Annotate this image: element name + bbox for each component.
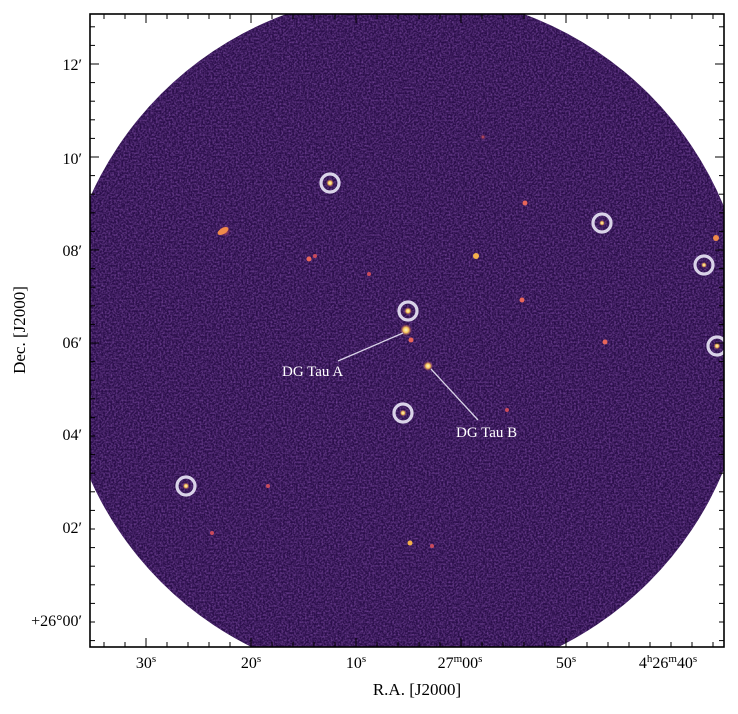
axes-frame [89, 13, 725, 648]
dg-tau-a-leader [337, 332, 404, 362]
x-tick-label: 20s [241, 653, 261, 672]
y-tick-labels: 12′ 10′ 08′ 06′ 04′ 02′ +26°00′ [31, 57, 82, 630]
image-field: DG Tau A DG Tau B [90, 14, 724, 647]
dg-tau-b-source [423, 361, 433, 371]
x-tick-label: 50s [556, 653, 576, 672]
source-marker-ring [392, 402, 414, 424]
source-marker-ring [397, 300, 419, 322]
y-tick-label: 12′ [63, 57, 83, 74]
source-marker-ring [706, 335, 724, 357]
y-tick-label: 04′ [63, 427, 83, 444]
source-markers [175, 172, 724, 497]
x-tick-label: 4h26m40s [639, 653, 697, 672]
source-marker-ring [175, 475, 197, 497]
dg-tau-b-label: DG Tau B [456, 425, 517, 441]
axis-ticks [90, 14, 724, 647]
y-tick-label: 10′ [63, 151, 83, 168]
x-tick-labels: 30s 20s 10s 27m00s 50s 4h26m40s [136, 653, 697, 672]
source-marker-ring [693, 254, 715, 276]
source-marker-ring [319, 172, 341, 194]
y-tick-label: 08′ [63, 243, 83, 260]
dg-tau-a-label: DG Tau A [282, 364, 343, 380]
y-tick-label: +26°00′ [31, 613, 82, 630]
x-tick-label: 27m00s [438, 653, 483, 672]
y-tick-label: 02′ [63, 520, 83, 537]
x-tick-label: 10s [346, 653, 366, 672]
source-marker-ring [591, 212, 613, 234]
x-tick-label: 30s [136, 653, 156, 672]
y-axis-title: Dec. [J2000] [10, 286, 29, 374]
y-tick-label: 06′ [63, 335, 83, 352]
x-axis-title: R.A. [J2000] [372, 680, 462, 699]
dg-tau-b-leader [430, 368, 479, 421]
